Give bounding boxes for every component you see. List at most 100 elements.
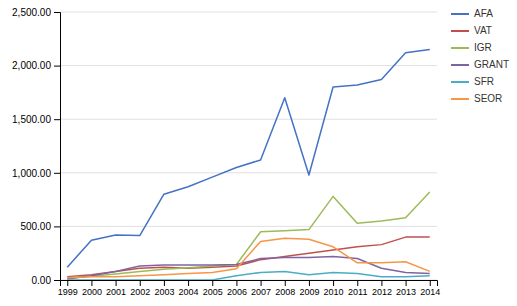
x-tick: 2007	[251, 280, 271, 297]
legend-swatch	[451, 13, 469, 15]
y-tick-label: 1,000.00	[12, 168, 51, 179]
y-tick-mark	[54, 226, 60, 227]
legend-item: GRANT	[451, 59, 509, 70]
series-line	[67, 271, 430, 280]
legend-label: SEOR	[474, 93, 502, 104]
x-tick-label: 2001	[106, 287, 126, 297]
y-tick-label: 2,000.00	[12, 60, 51, 71]
series-line	[67, 238, 430, 278]
x-tick-label: 2010	[324, 287, 344, 297]
y-tick-mark	[54, 280, 60, 281]
x-tick: 2012	[372, 280, 392, 297]
legend-item: IGR	[451, 42, 492, 53]
x-tick: 2010	[324, 280, 344, 297]
x-tick-label: 2005	[203, 287, 223, 297]
y-tick-label: 0.00	[32, 275, 52, 286]
legend-item: AFA	[451, 8, 493, 19]
x-tick: 2004	[179, 280, 199, 297]
chart: 1999 2000 2001 2002 2003 2004 2005 2006 2007 2008…	[0, 0, 517, 306]
x-tick: 2014	[420, 280, 440, 297]
x-tick-label: 2000	[82, 287, 102, 297]
y-tick-mark	[54, 119, 60, 120]
x-tick: 2000	[82, 280, 102, 297]
y-tick-label: 1,500.00	[12, 114, 51, 125]
x-tick: 2008	[275, 280, 295, 297]
y-tick-mark	[54, 12, 60, 13]
series-line	[67, 50, 430, 268]
x-tick: 2013	[396, 280, 416, 297]
legend-swatch	[451, 30, 469, 32]
y-axis-line	[54, 13, 61, 281]
legend-label: SFR	[474, 76, 494, 87]
grid-line	[60, 226, 437, 227]
y-tick: 0.00	[32, 275, 60, 286]
x-tick-mark	[357, 280, 358, 286]
x-tick-mark	[140, 280, 141, 286]
legend-label: AFA	[474, 8, 493, 19]
legend-label: GRANT	[474, 59, 509, 70]
y-tick: 2,500.00	[12, 7, 60, 18]
x-tick-mark	[261, 280, 262, 286]
grid-line	[60, 119, 437, 120]
grid-line	[60, 172, 437, 173]
y-axis: 0.00 500.00 1,000.00 1,500.00 2,000.00 2,500.…	[12, 7, 60, 286]
legend-swatch	[451, 98, 469, 100]
x-tick-mark	[406, 280, 407, 286]
y-tick: 2,000.00	[12, 60, 60, 71]
x-tick-mark	[188, 280, 189, 286]
legend-item: VAT	[451, 25, 492, 36]
x-axis-line	[61, 281, 438, 287]
y-tick: 1,000.00	[12, 168, 60, 179]
x-tick-label: 2011	[348, 287, 367, 297]
series-group	[67, 50, 430, 280]
legend: AFA VAT IGR GRANT SFR SEOR	[451, 8, 509, 104]
x-tick-label: 2007	[251, 287, 271, 297]
x-tick: 2002	[130, 280, 150, 297]
x-tick-label: 2004	[179, 287, 199, 297]
y-tick: 500.00	[20, 221, 60, 232]
x-tick: 2009	[299, 280, 319, 297]
x-tick-mark	[309, 280, 310, 286]
x-tick-mark	[164, 280, 165, 286]
x-tick-label: 2006	[227, 287, 247, 297]
x-tick: 2011	[348, 280, 367, 297]
x-tick: 2006	[227, 280, 247, 297]
y-tick-mark	[54, 173, 60, 174]
x-tick-mark	[116, 280, 117, 286]
x-tick-mark	[430, 280, 431, 286]
grid-line	[60, 12, 437, 13]
x-tick-mark	[67, 280, 68, 286]
legend-item: SEOR	[451, 93, 502, 104]
legend-swatch	[451, 47, 469, 49]
x-tick-label: 2003	[154, 287, 174, 297]
x-tick-label: 2009	[299, 287, 319, 297]
x-tick-mark	[236, 280, 237, 286]
x-axis: 1999 2000 2001 2002 2003 2004 2005 2006 2007 2008…	[58, 280, 441, 297]
x-tick-mark	[333, 280, 334, 286]
x-tick-label: 2013	[396, 287, 416, 297]
x-tick-mark	[381, 280, 382, 286]
legend-swatch	[451, 64, 469, 66]
x-tick: 2001	[106, 280, 126, 297]
x-tick-mark	[91, 280, 92, 286]
grid	[60, 12, 437, 280]
x-tick-mark	[285, 280, 286, 286]
plot-root: 1999 2000 2001 2002 2003 2004 2005 2006 2007 2008…	[12, 7, 509, 298]
y-tick: 1,500.00	[12, 114, 60, 125]
x-tick: 2005	[203, 280, 223, 297]
x-tick: 1999	[58, 280, 78, 297]
x-tick-label: 1999	[58, 287, 78, 297]
legend-item: SFR	[451, 76, 494, 87]
y-tick-mark	[54, 66, 60, 67]
grid-line	[60, 65, 437, 66]
x-tick-label: 2014	[420, 287, 440, 297]
x-tick-label: 2002	[130, 287, 150, 297]
y-tick-label: 500.00	[20, 221, 51, 232]
legend-swatch	[451, 81, 469, 83]
x-tick: 2003	[154, 280, 174, 297]
x-tick-label: 2008	[275, 287, 295, 297]
x-tick-mark	[212, 280, 213, 286]
x-tick-label: 2012	[372, 287, 392, 297]
legend-label: VAT	[474, 25, 492, 36]
legend-label: IGR	[474, 42, 492, 53]
